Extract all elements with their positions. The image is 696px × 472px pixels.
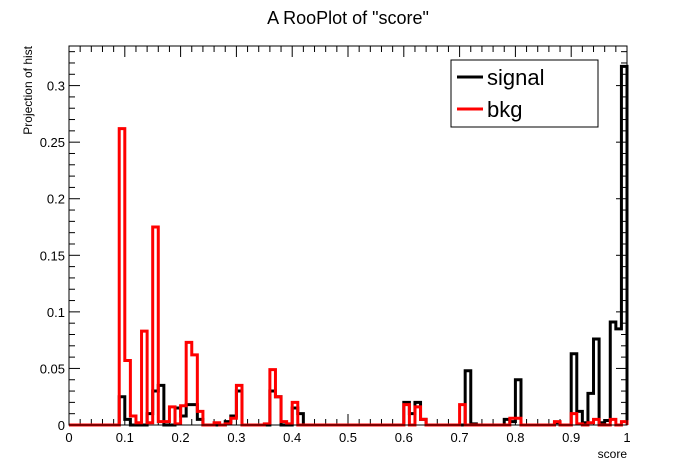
x-tick-label: 0.3	[227, 430, 245, 445]
x-tick-labels: 0 0.1 0.2 0.3 0.4 0.5 0.6 0.7 0.8 0.9 1	[65, 430, 630, 445]
legend: signal bkg	[450, 59, 599, 128]
x-tick-label: 0.1	[116, 430, 134, 445]
x-tick-label: 1	[623, 430, 630, 445]
y-tick-label: 0.15	[40, 248, 65, 263]
x-tick-label: 0.5	[339, 430, 357, 445]
x-tick-label: 0	[65, 430, 72, 445]
y-tick-label: 0.25	[40, 135, 65, 150]
y-tick-label: 0.2	[47, 192, 65, 207]
x-tick-label: 0.2	[172, 430, 190, 445]
series-bkg	[69, 127, 629, 427]
plot-frame	[68, 45, 628, 426]
x-tick-label: 0.7	[451, 430, 469, 445]
legend-box	[450, 59, 599, 128]
y-tick-label: 0.3	[47, 79, 65, 94]
y-tick-label: 0.05	[40, 361, 65, 376]
y-tick-label: 0	[58, 418, 65, 433]
x-tick-label: 0.9	[562, 430, 580, 445]
x-tick-label: 0.8	[506, 430, 524, 445]
legend-label-signal: signal	[487, 65, 544, 90]
x-axis-title: score	[598, 447, 628, 461]
y-tick-label: 0.1	[47, 305, 65, 320]
x-tick-label: 0.4	[283, 430, 301, 445]
chart-title: A RooPlot of "score"	[267, 8, 429, 28]
legend-label-bkg: bkg	[487, 97, 522, 122]
y-axis-title: Projection of hist	[21, 45, 35, 134]
y-tick-labels: 0 0.05 0.1 0.15 0.2 0.25 0.3	[40, 79, 65, 433]
x-tick-label: 0.6	[395, 430, 413, 445]
